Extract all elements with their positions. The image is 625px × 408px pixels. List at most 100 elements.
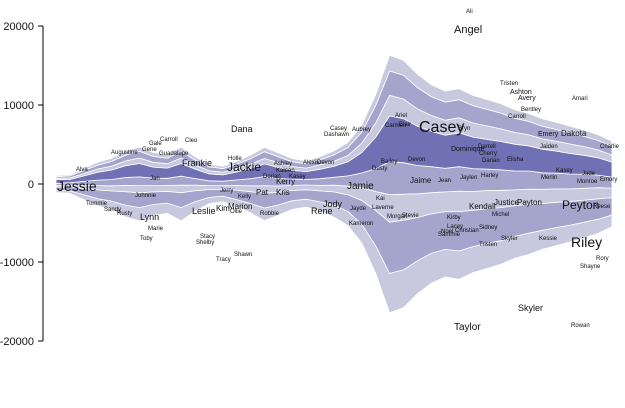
stream-label: Kirby: [447, 215, 461, 221]
stream-label: Kerry: [276, 177, 295, 186]
stream-label: Carroll: [160, 137, 178, 143]
stream-label: Peyton: [562, 198, 599, 212]
stream-label: Jan: [150, 176, 160, 182]
stream-label: Jerry: [220, 188, 233, 194]
stream-label: Bryn: [458, 126, 470, 132]
stream-label: Frankie: [182, 158, 212, 168]
stream-label: Noel: [441, 229, 453, 235]
stream-label: Darian: [482, 158, 500, 164]
stream-label: Dusty: [372, 166, 387, 172]
stream-label: Angel: [454, 24, 482, 36]
stream-label: Merlin: [541, 175, 557, 181]
stream-label: Augustine: [111, 150, 138, 156]
stream-label: Johnnie: [135, 193, 157, 199]
stream-label: Dana: [231, 124, 253, 134]
stream-label: Stevie: [402, 213, 419, 219]
stream-label: Bentley: [521, 107, 541, 113]
stream-label: Kelly: [238, 194, 251, 200]
stream-label: Alva: [76, 167, 88, 173]
stream-label: Gale: [149, 141, 162, 147]
stream-label: Gene: [142, 147, 157, 153]
stream-label: Rory: [596, 256, 609, 262]
stream-label: Tommie: [86, 201, 108, 207]
stream-label: Jamie: [347, 181, 374, 192]
stream-label: Kasey: [289, 174, 306, 180]
stream-label: Riley: [571, 234, 602, 250]
stream-label: Michel: [492, 212, 509, 218]
stream-label: Cherry: [479, 151, 497, 157]
stream-label: Jackie: [227, 160, 261, 174]
stream-label: Avery: [518, 95, 536, 102]
stream-label: Shawn: [234, 252, 252, 258]
stream-label: Dashawn: [324, 132, 349, 138]
stream-label: Rowan: [571, 323, 590, 329]
stream-label: Kendall: [469, 202, 496, 211]
stream-label: Skyler: [518, 303, 543, 313]
stream-label: Alexis: [303, 160, 319, 166]
stream-label: Kim: [216, 204, 230, 213]
stream-label: Shelby: [196, 240, 214, 246]
stream-label: Sidney: [479, 225, 497, 231]
stream-label: Lynn: [140, 212, 159, 222]
stream-label: Jaylen: [460, 175, 477, 181]
stream-label: Carmen: [385, 123, 406, 129]
stream-label: Ashton: [510, 89, 532, 96]
stream-label: Robbie: [260, 211, 280, 217]
stream-label: Leslie: [192, 206, 216, 216]
stream-label: Justice: [494, 198, 519, 207]
stream-label: Sammie: [438, 232, 461, 238]
stream-label: Reese: [593, 204, 611, 210]
stream-label: Laverne: [372, 205, 394, 211]
y-tick-label: 0: [28, 179, 34, 191]
stream-label: Casey: [419, 119, 464, 136]
stream-label: Charlie: [600, 144, 620, 150]
stream-label: Skyler: [501, 236, 518, 242]
stream-label: Ariel: [395, 113, 407, 119]
stream-label: Monroe: [577, 179, 598, 185]
stream-label: Ollie: [230, 209, 243, 215]
stream-layer: [55, 54, 613, 178]
stream-label: Rene: [311, 206, 333, 216]
stream-label: Jade: [582, 171, 596, 177]
stream-label: Emery: [538, 131, 559, 138]
y-tick-label: 10000: [3, 100, 34, 112]
stream-label: Rusty: [117, 211, 132, 217]
y-axis: 20000 10000 0 -10000 -20000: [0, 21, 44, 348]
stream-label: Marion: [228, 202, 252, 211]
stream-layers: [55, 54, 613, 314]
stream-label: Christian: [455, 228, 479, 234]
stream-label: Shayne: [580, 264, 601, 270]
stream-label: Dominique: [451, 146, 485, 153]
stream-label: Elisha: [507, 157, 524, 163]
stream-label: Dorian: [263, 174, 281, 180]
stream-label: Devon: [317, 160, 334, 166]
stream-label: Dakota: [561, 129, 587, 138]
stream-label: Taylor: [454, 322, 481, 333]
stream-label: Kai: [376, 196, 385, 202]
stream-label: Jean: [438, 178, 451, 184]
stream-label: Darrell: [478, 144, 496, 150]
stream-label: Kris: [276, 188, 290, 197]
stream-label: Kameron: [349, 221, 373, 227]
stream-label: Stacy: [200, 234, 215, 240]
stream-label: Emory: [600, 177, 617, 183]
stream-label: Ashley: [274, 161, 292, 167]
stream-label: Ali: [466, 9, 473, 15]
stream-label: Pat: [256, 188, 269, 197]
stream-label: Holle: [228, 156, 242, 162]
stream-label: Kessie: [539, 236, 558, 242]
stream-label: Sandy: [104, 207, 121, 213]
stream-label: Marie: [148, 226, 164, 232]
stream-label: Aubrey: [352, 127, 371, 133]
stream-label: Tristen: [500, 81, 518, 87]
stream-label: Tracy: [216, 257, 231, 263]
stream-label: Devon: [408, 157, 425, 163]
stream-label: Jessie: [57, 178, 97, 194]
stream-name-labels: Ali Angel Tristen Ashton Avery Amari Ben…: [57, 9, 620, 333]
y-tick-label: 20000: [3, 21, 34, 33]
stream-label: Jody: [323, 199, 343, 209]
y-tick-label: -20000: [0, 336, 34, 348]
stream-label: Amari: [572, 96, 588, 102]
stream-label: Carroll: [508, 114, 526, 120]
